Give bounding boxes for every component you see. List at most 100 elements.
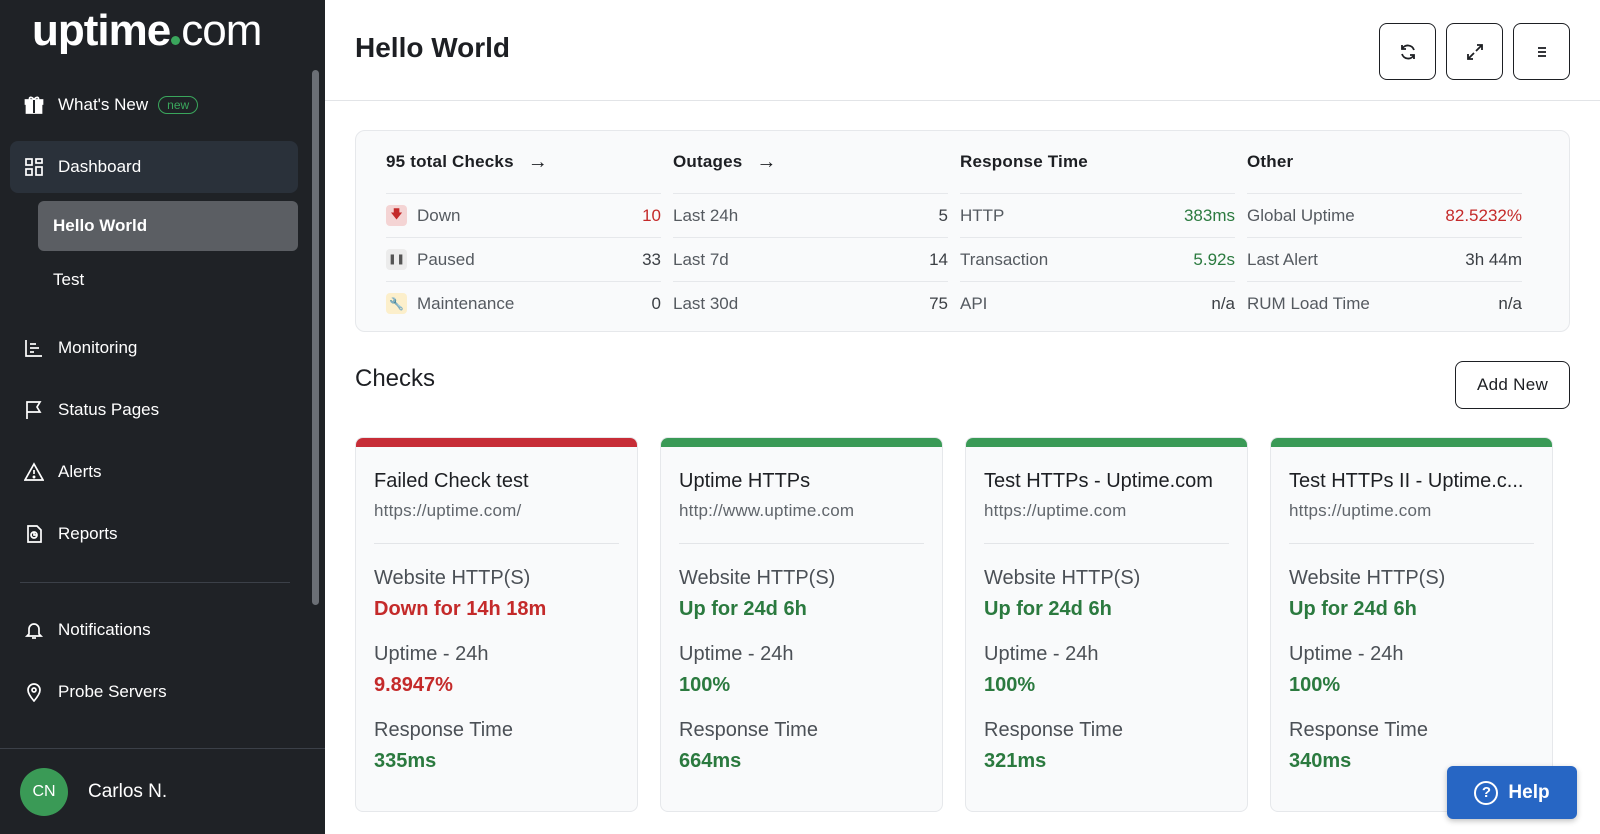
response-time-label: Response Time: [679, 719, 818, 741]
summary-row-label: Paused: [417, 249, 475, 269]
summary-row-paused[interactable]: ❚❚ Paused 33: [386, 237, 661, 281]
refresh-button[interactable]: [1379, 23, 1436, 80]
sidebar-item-dashboard[interactable]: Dashboard: [10, 141, 298, 193]
check-card[interactable]: Test HTTPs II - Uptime.c... https://upti…: [1270, 437, 1553, 812]
summary-row-label: Down: [417, 205, 461, 225]
arrow-right-icon: →: [527, 150, 548, 173]
check-card[interactable]: Failed Check test https://uptime.com/ We…: [355, 437, 638, 812]
sidebar-item-probe-servers[interactable]: Probe Servers: [10, 666, 298, 718]
check-url: http://www.uptime.com: [679, 501, 855, 520]
summary-row: Global Uptime 82.5232%: [1247, 193, 1522, 237]
page-header: Hello World: [325, 0, 1600, 101]
summary-row-label: Global Uptime: [1247, 205, 1355, 225]
alert-triangle-icon: [24, 462, 44, 482]
sidebar-item-label: Notifications: [58, 620, 151, 639]
status-bar: [356, 438, 637, 447]
check-name[interactable]: Failed Check test: [374, 470, 529, 492]
help-label: Help: [1508, 781, 1550, 803]
refresh-icon: [1398, 42, 1418, 62]
summary-row-value: 14: [929, 249, 948, 269]
arrow-right-icon: →: [756, 150, 777, 173]
uptime-label: Uptime - 24h: [374, 643, 489, 665]
sidebar-subitem-hello-world[interactable]: Hello World: [38, 201, 298, 251]
summary-row-label: Last Alert: [1247, 249, 1318, 269]
card-divider: [1289, 543, 1534, 544]
check-url: https://uptime.com: [984, 501, 1127, 520]
sidebar-item-reports[interactable]: Reports: [10, 508, 298, 560]
expand-icon: [1465, 42, 1485, 62]
summary-checks-column: 95 total Checks → 🡇 Down 10 ❚❚ Paused 33 🔧…: [386, 131, 661, 325]
summary-row-label: API: [960, 293, 988, 313]
sidebar-item-alerts[interactable]: Alerts: [10, 446, 298, 498]
sidebar-item-whats-new[interactable]: What's New new: [10, 79, 298, 131]
card-divider: [374, 543, 619, 544]
main-content: Hello World 95 total Checks → 🡇 Down: [325, 0, 1600, 834]
uptime-logo[interactable]: uptime com: [32, 6, 262, 56]
summary-row: Last 7d 14: [673, 237, 948, 281]
check-type: Website HTTP(S): [1289, 567, 1446, 589]
summary-row-maintenance[interactable]: 🔧 Maintenance 0: [386, 281, 661, 325]
bell-icon: [24, 620, 44, 640]
help-button[interactable]: ? Help: [1447, 766, 1577, 819]
check-type: Website HTTP(S): [374, 567, 531, 589]
summary-row: API n/a: [960, 281, 1235, 325]
card-divider: [984, 543, 1229, 544]
summary-row-label: Last 24h: [673, 205, 739, 225]
check-card[interactable]: Test HTTPs - Uptime.com https://uptime.c…: [965, 437, 1248, 812]
summary-row-value: n/a: [1211, 293, 1235, 313]
check-type: Website HTTP(S): [984, 567, 1141, 589]
summary-row-value: 82.5232%: [1445, 205, 1522, 225]
summary-row: HTTP 383ms: [960, 193, 1235, 237]
uptime-value: 100%: [984, 674, 1036, 696]
summary-row-down[interactable]: 🡇 Down 10: [386, 193, 661, 237]
add-new-button[interactable]: Add New: [1455, 361, 1570, 409]
user-menu[interactable]: CN Carlos N.: [0, 748, 325, 834]
check-status: Up for 24d 6h: [679, 598, 807, 620]
summary-row: Transaction 5.92s: [960, 237, 1235, 281]
summary-row-value: 10: [642, 205, 661, 225]
sidebar-scrollbar[interactable]: [312, 70, 319, 605]
summary-row-label: Maintenance: [417, 293, 515, 313]
uptime-value: 100%: [679, 674, 731, 696]
total-checks-link[interactable]: 95 total Checks →: [386, 131, 661, 193]
response-time-label: Response Time: [1289, 719, 1428, 741]
card-divider: [679, 543, 924, 544]
sidebar-item-label: Reports: [58, 524, 118, 543]
check-name[interactable]: Uptime HTTPs: [679, 470, 811, 492]
sidebar-subitem-test[interactable]: Test: [38, 255, 298, 305]
sidebar-subitem-label: Hello World: [53, 216, 148, 235]
summary-column-title: Other: [1247, 152, 1294, 171]
page-title: Hello World: [355, 32, 511, 63]
fullscreen-button[interactable]: [1446, 23, 1503, 80]
outages-link[interactable]: Outages →: [673, 131, 948, 193]
sidebar-item-label: Probe Servers: [58, 682, 167, 701]
check-name[interactable]: Test HTTPs - Uptime.com: [984, 470, 1213, 492]
summary-row-label: Last 30d: [673, 293, 739, 313]
summary-row-value: n/a: [1498, 293, 1522, 313]
check-type: Website HTTP(S): [679, 567, 836, 589]
menu-button[interactable]: [1513, 23, 1570, 80]
sidebar-item-status-pages[interactable]: Status Pages: [10, 384, 298, 436]
sidebar-item-monitoring[interactable]: Monitoring: [10, 322, 298, 374]
summary-row-value: 383ms: [1183, 205, 1235, 225]
sidebar-item-label: Alerts: [58, 462, 102, 481]
response-time-label: Response Time: [984, 719, 1123, 741]
down-arrow-icon: 🡇: [386, 205, 407, 226]
response-time-value: 321ms: [984, 750, 1047, 772]
sidebar-item-label: Dashboard: [58, 157, 142, 176]
gift-icon: [24, 95, 44, 115]
uptime-label: Uptime - 24h: [984, 643, 1099, 665]
summary-row-label: Last 7d: [673, 249, 729, 269]
uptime-value: 100%: [1289, 674, 1341, 696]
sidebar-item-notifications[interactable]: Notifications: [10, 604, 298, 656]
uptime-value: 9.8947%: [374, 674, 453, 696]
response-time-value: 664ms: [679, 750, 742, 772]
summary-row-value: 0: [651, 293, 661, 313]
summary-row-label: Transaction: [960, 249, 1049, 269]
summary-panel: 95 total Checks → 🡇 Down 10 ❚❚ Paused 33 🔧…: [355, 130, 1570, 332]
check-card[interactable]: Uptime HTTPs http://www.uptime.com Websi…: [660, 437, 943, 812]
status-bar: [966, 438, 1247, 447]
sidebar-item-label: What's New: [58, 95, 149, 114]
check-name[interactable]: Test HTTPs II - Uptime.c...: [1289, 470, 1524, 492]
check-status: Up for 24d 6h: [1289, 598, 1417, 620]
